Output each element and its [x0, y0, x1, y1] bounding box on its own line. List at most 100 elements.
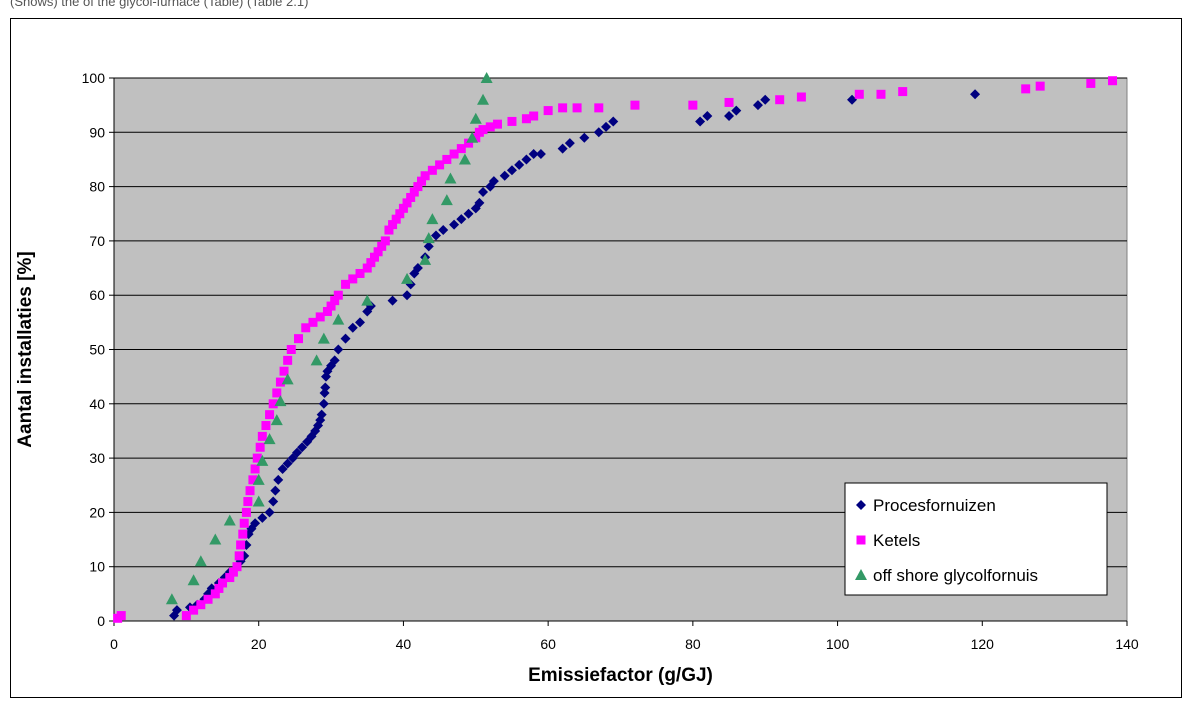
- data-point: [854, 89, 864, 99]
- data-point: [250, 518, 261, 529]
- data-point: [270, 485, 281, 496]
- data-point: [238, 529, 248, 539]
- data-point: [480, 72, 493, 83]
- data-point: [189, 605, 199, 615]
- data-point: [243, 497, 253, 507]
- y-axis-title: Aantal installaties [%]: [15, 251, 36, 447]
- data-point: [341, 279, 351, 289]
- x-tick-label: 100: [826, 636, 850, 652]
- data-point: [250, 464, 260, 474]
- data-point: [401, 272, 414, 284]
- data-point: [528, 149, 539, 160]
- data-point: [471, 133, 481, 143]
- data-point: [261, 421, 271, 431]
- legend: Procesfornuizen Ketels off shore glycolfor…: [844, 482, 1108, 596]
- data-point: [248, 475, 258, 485]
- x-tick-label: 20: [251, 636, 267, 652]
- data-point: [724, 111, 735, 122]
- data-point: [449, 149, 459, 159]
- data-point: [760, 94, 771, 105]
- data-point: [380, 236, 390, 246]
- data-point: [529, 111, 539, 121]
- y-tick-label: 100: [82, 70, 106, 86]
- data-point: [252, 473, 265, 485]
- data-point: [332, 313, 345, 325]
- y-tick-label: 20: [89, 504, 105, 520]
- data-point: [171, 605, 182, 616]
- data-point: [402, 290, 413, 301]
- legend-box: [844, 482, 1108, 596]
- data-point: [255, 442, 265, 452]
- y-tick-label: 80: [89, 179, 105, 195]
- data-point: [488, 176, 499, 187]
- data-point: [297, 442, 308, 453]
- data-point: [402, 198, 412, 208]
- data-point: [268, 399, 278, 409]
- data-point: [469, 112, 482, 124]
- data-point: [438, 225, 449, 236]
- series-1: [113, 76, 1118, 623]
- x-axis-title: Emissiefactor (g/GJ): [528, 665, 713, 686]
- data-point: [847, 94, 858, 105]
- axes: [109, 77, 1128, 626]
- data-point: [478, 187, 489, 198]
- data-point: [316, 409, 327, 420]
- data-point: [270, 414, 283, 426]
- data-point: [330, 296, 340, 306]
- x-tick-label: 40: [396, 636, 412, 652]
- data-point: [507, 116, 517, 126]
- legend-entry: off shore glycolfornuis: [873, 566, 1038, 585]
- x-tick-label: 140: [1115, 636, 1139, 652]
- series-2: [165, 72, 493, 605]
- data-point: [444, 172, 457, 184]
- data-point: [234, 551, 244, 561]
- data-point: [210, 589, 220, 599]
- data-point: [322, 306, 332, 316]
- data-point: [535, 149, 546, 160]
- data-point: [263, 433, 276, 445]
- data-point: [214, 583, 224, 593]
- data-point: [463, 208, 474, 219]
- data-point: [301, 323, 311, 333]
- data-point: [395, 209, 405, 219]
- data-point: [456, 144, 466, 154]
- data-point: [318, 398, 329, 409]
- data-point: [521, 114, 531, 124]
- y-tick-label: 10: [89, 559, 105, 575]
- data-point: [456, 214, 467, 225]
- data-point: [557, 143, 568, 154]
- data-point: [543, 106, 553, 116]
- data-point: [898, 87, 908, 97]
- y-tick-label: 50: [89, 342, 105, 358]
- data-point: [608, 116, 619, 127]
- data-point: [257, 512, 268, 523]
- x-tick-label: 0: [110, 636, 118, 652]
- data-point: [485, 122, 495, 132]
- data-point: [435, 160, 445, 170]
- y-tick-label: 60: [89, 287, 105, 303]
- legend-entry: Procesfornuizen: [873, 496, 996, 515]
- data-point: [449, 219, 460, 230]
- data-point: [558, 103, 568, 113]
- data-point: [412, 263, 423, 274]
- legend-marker: [855, 569, 867, 580]
- data-point: [256, 454, 269, 466]
- chart-frame: 0 20 40 60 80 100 120 140 0 10 20 30 40 50 60 70 80 90 10…: [10, 18, 1182, 698]
- x-tick-label: 120: [971, 636, 995, 652]
- data-point: [347, 322, 358, 333]
- data-point: [279, 366, 289, 376]
- data-point: [281, 373, 294, 385]
- data-point: [362, 263, 372, 273]
- data-point: [277, 463, 288, 474]
- data-point: [430, 230, 441, 241]
- data-point: [333, 344, 344, 355]
- y-tick-label: 40: [89, 396, 105, 412]
- x-tick-label: 60: [540, 636, 556, 652]
- y-tick-label: 30: [89, 450, 105, 466]
- data-point: [417, 176, 427, 186]
- data-point: [387, 295, 398, 306]
- data-point: [514, 159, 525, 170]
- data-point: [1035, 81, 1045, 91]
- data-point: [355, 268, 365, 278]
- data-point: [245, 486, 255, 496]
